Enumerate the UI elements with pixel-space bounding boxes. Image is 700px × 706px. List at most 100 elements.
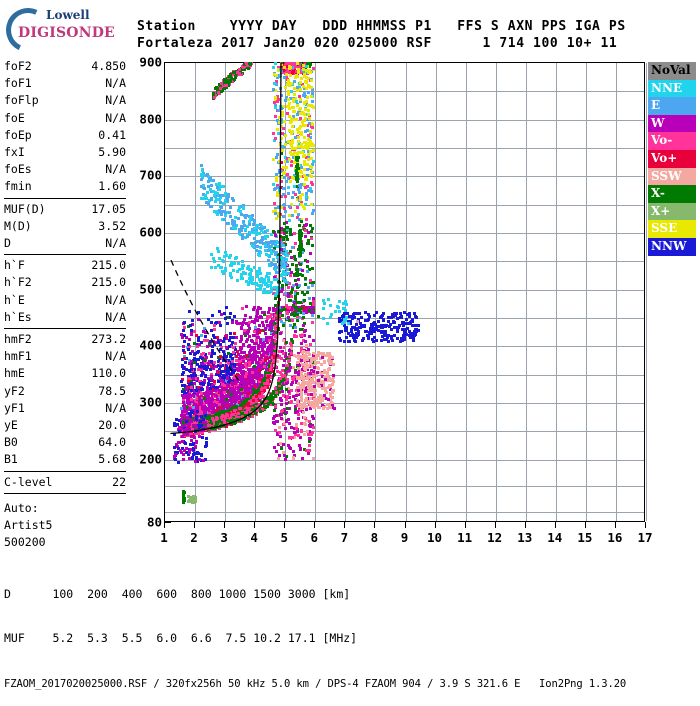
param-key: hmF1 <box>4 349 32 364</box>
param-value: 20.0 <box>98 418 126 433</box>
param-value: 1.60 <box>98 179 126 194</box>
param-key: h`E <box>4 292 25 307</box>
echo-point-w <box>217 407 221 411</box>
echo-point-w <box>266 363 270 367</box>
echo-point-w <box>190 394 194 398</box>
echo-point-w <box>270 339 274 343</box>
auto-software-name: Artist5 <box>4 518 53 533</box>
echo-point-nnw <box>219 342 223 346</box>
param-value: 3.52 <box>98 218 126 233</box>
echo-point-nnw <box>197 336 200 339</box>
echo-point-nnw <box>207 317 211 321</box>
grid-line-vertical <box>585 63 587 521</box>
echo-point-w <box>259 306 263 310</box>
grid-line-horizontal <box>165 289 644 291</box>
echo-point-w <box>241 366 244 370</box>
echo-point-e <box>186 346 190 350</box>
grid-line-horizontal <box>165 346 644 348</box>
echo-point-vo-plus <box>243 386 247 390</box>
echo-point-w <box>205 344 209 348</box>
grid-line-vertical <box>315 63 317 521</box>
param-value: N/A <box>105 309 126 324</box>
echo-point-w <box>270 342 274 346</box>
echo-point-nnw <box>188 324 192 328</box>
echo-point-nnw <box>228 354 232 358</box>
param-divider <box>4 328 126 330</box>
param-value: 4.850 <box>91 59 126 73</box>
echo-point-w <box>266 311 270 315</box>
echo-point-w <box>239 374 243 378</box>
param-row: C-level 22 <box>4 474 126 491</box>
grid-line-vertical <box>285 63 287 521</box>
echo-point-nnw <box>213 335 217 339</box>
echo-point-vo-minus <box>240 306 244 310</box>
echo-point-vo-minus <box>220 380 224 384</box>
param-key: foF1 <box>4 76 32 91</box>
param-value: N/A <box>105 76 126 91</box>
echo-point-nnw <box>230 353 233 356</box>
param-row: yF2 78.5 <box>4 383 126 400</box>
param-key: MUF(D) <box>4 201 46 216</box>
param-key: yF1 <box>4 400 25 415</box>
y-axis-label: 800 <box>139 111 162 127</box>
param-value: N/A <box>105 400 126 415</box>
param-value: 273.2 <box>91 332 126 347</box>
param-row: h`E N/A <box>4 292 126 309</box>
echo-point-w <box>256 347 260 351</box>
param-row: B1 5.68 <box>4 451 126 468</box>
echo-point-w <box>238 356 242 360</box>
y-axis-label: 900 <box>139 54 162 70</box>
y-axis-label: 300 <box>139 394 162 410</box>
param-key: h`F <box>4 258 25 273</box>
param-key: hmF2 <box>4 332 32 347</box>
param-value: 215.0 <box>91 275 126 290</box>
echo-point-nnw <box>226 347 230 351</box>
echo-point-nnw <box>216 360 220 364</box>
param-row: foFlp N/A <box>4 92 126 109</box>
param-divider <box>4 470 126 472</box>
echo-point-nnw <box>227 316 231 320</box>
param-divider <box>4 254 126 256</box>
echo-point-nnw <box>230 318 234 322</box>
echo-point-vo-minus <box>217 393 221 397</box>
grid-line-vertical <box>405 63 407 521</box>
param-row: yF1 N/A <box>4 400 126 417</box>
echo-point-w <box>305 306 309 309</box>
param-key: foEp <box>4 127 32 142</box>
logo-lowell-text: Lowell <box>46 8 90 22</box>
echo-point-nnw <box>232 336 236 340</box>
grid-line-vertical <box>465 63 467 521</box>
auto-version-code: 500200 <box>4 535 46 550</box>
param-row: MUF(D) 17.05 <box>4 201 126 218</box>
echo-point-nnw <box>195 378 199 382</box>
echo-point-x-minus <box>243 333 247 337</box>
echo-point-nnw <box>221 373 225 377</box>
ionogram-plot-area[interactable] <box>164 61 647 522</box>
param-divider <box>4 492 126 494</box>
echo-point-nnw <box>191 359 195 362</box>
ionogram-parameter-panel: foF2 4.850 foF1 N/A foFlp N/A foE N/A foEp 0.41 fx… <box>4 58 126 551</box>
echo-point-nnw <box>203 353 207 357</box>
echo-point-nnw <box>210 329 214 333</box>
param-value: N/A <box>105 292 126 307</box>
echo-point-w <box>239 334 243 338</box>
y-axis-label: 700 <box>139 167 162 183</box>
param-value: N/A <box>105 162 126 177</box>
param-row: foEs N/A <box>4 161 126 178</box>
echo-point-w <box>262 340 266 344</box>
echo-point-vo-minus <box>182 397 186 401</box>
echo-point-w <box>234 390 238 394</box>
param-key: foF2 <box>4 59 32 73</box>
echo-point-w <box>192 395 196 399</box>
echo-point-w <box>257 305 261 309</box>
param-key: D <box>4 236 11 251</box>
param-row: foF2 4.850 <box>4 58 126 75</box>
param-key: C-level <box>4 474 53 489</box>
grid-line-horizontal <box>165 459 644 461</box>
param-row: hmE 110.0 <box>4 365 126 382</box>
param-key: fmin <box>4 179 32 194</box>
echo-point-nnw <box>183 340 187 344</box>
y-axis-label: 500 <box>139 281 162 297</box>
echo-point-nnw <box>233 366 237 370</box>
param-value: N/A <box>105 236 126 251</box>
